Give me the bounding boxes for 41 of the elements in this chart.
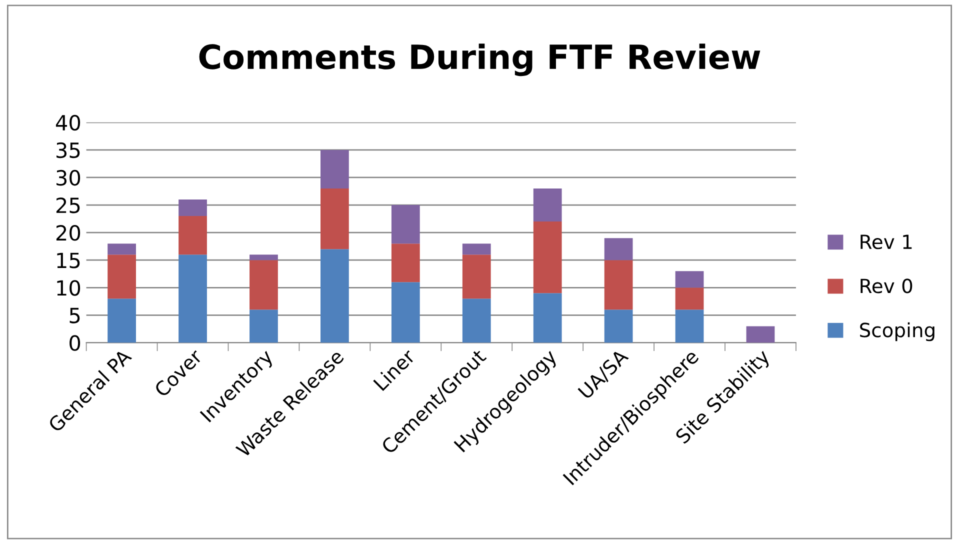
bar <box>533 188 562 222</box>
bar <box>462 244 491 255</box>
bar <box>320 150 349 188</box>
bar <box>675 288 704 310</box>
bar <box>320 249 349 343</box>
bar <box>533 293 562 343</box>
bar <box>604 310 633 343</box>
bar <box>178 200 207 216</box>
bar <box>250 254 278 260</box>
y-tick-label: 20 <box>56 225 80 241</box>
bar <box>391 205 420 244</box>
bar <box>391 244 420 282</box>
bar <box>108 244 136 255</box>
chart-title: Comments During FTF Review <box>199 44 760 76</box>
y-tick-label: 30 <box>56 170 80 186</box>
bar <box>675 310 704 343</box>
bar <box>462 254 491 299</box>
y-tick-label: 40 <box>56 114 80 131</box>
bar <box>675 271 704 288</box>
bar <box>250 260 278 310</box>
y-tick-label: 25 <box>56 197 80 214</box>
y-tick-label: 15 <box>57 252 80 268</box>
bar <box>604 238 633 260</box>
bar <box>178 216 207 255</box>
legend-label: Scoping <box>860 322 934 342</box>
y-tick-label: 35 <box>56 142 80 158</box>
bar <box>320 188 349 250</box>
legend-label: Rev 1 <box>860 234 912 250</box>
y-tick-label: 10 <box>57 280 80 296</box>
legend-label: Rev 0 <box>860 278 912 294</box>
bar <box>746 326 775 343</box>
bar <box>391 282 420 343</box>
bar <box>462 298 491 343</box>
bar <box>178 254 207 343</box>
bar <box>604 260 633 310</box>
bar <box>108 298 136 343</box>
bar <box>250 310 278 343</box>
bar <box>533 222 562 294</box>
y-tick-label: 0 <box>70 335 80 351</box>
y-tick-label: 5 <box>70 308 80 324</box>
bar <box>108 254 136 299</box>
